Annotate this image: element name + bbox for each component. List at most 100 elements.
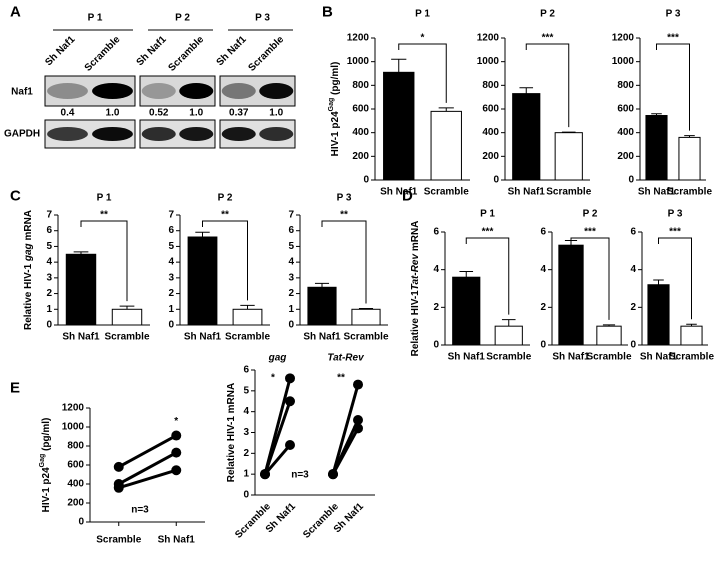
error-bar — [602, 324, 616, 327]
y-tick-label: 3 — [168, 272, 174, 283]
significance-bracket — [658, 237, 692, 320]
y-tick-label: 1200 — [477, 33, 500, 44]
y-tick-label: 1 — [46, 304, 52, 315]
error-bar — [195, 231, 210, 237]
y-tick-label: 7 — [168, 210, 174, 221]
significance: *** — [669, 227, 681, 238]
y-tick-label: 200 — [617, 151, 634, 162]
y-tick-label: 0 — [433, 340, 439, 351]
blot-band — [221, 127, 256, 141]
lane-label: Scramble — [83, 34, 123, 74]
y-tick-label: 0 — [46, 320, 52, 331]
x-tick-label: Sh Naf1 — [448, 352, 486, 363]
series-line — [118, 451, 177, 486]
y-tick-label: 1200 — [612, 33, 635, 44]
bar — [111, 308, 143, 326]
y-tick-label: 4 — [288, 257, 294, 268]
y-tick-label: 1200 — [347, 33, 370, 44]
y-axis-label-part: (pg/ml) — [41, 418, 52, 454]
x-tick-label: Sh Naf1 — [380, 187, 418, 198]
panel-label: B — [322, 4, 333, 21]
bar — [678, 136, 701, 181]
error-bar — [73, 251, 89, 255]
bar — [307, 286, 337, 326]
y-tick-label: 0 — [493, 175, 499, 186]
blot-band — [141, 83, 176, 99]
band-ratio: 0.52 — [149, 108, 169, 119]
y-axis-label: HIV-1 p24Gag (pg/ml) — [39, 418, 52, 513]
x-tick-label: Scramble — [667, 187, 712, 198]
x-tick-label: Scramble — [669, 352, 714, 363]
annotation: n=3 — [291, 470, 309, 481]
y-tick-label: 6 — [540, 227, 546, 238]
y-axis-label-part: Gag — [39, 454, 46, 468]
y-tick-label: 4 — [540, 264, 546, 275]
point — [285, 373, 295, 384]
y-tick-label: 400 — [482, 127, 499, 138]
significance: *** — [584, 227, 596, 238]
y-tick-label: 600 — [482, 104, 499, 115]
point — [328, 469, 338, 480]
significance: ** — [221, 210, 229, 221]
point — [353, 423, 363, 434]
y-tick-label: 600 — [67, 460, 84, 471]
blot-band — [47, 127, 88, 141]
panel-label: E — [10, 380, 20, 397]
bar — [494, 325, 523, 346]
x-tick-label: Sh Naf1 — [638, 187, 676, 198]
y-tick-label: 1 — [168, 304, 174, 315]
y-axis-label-part: mRNA — [410, 221, 421, 254]
y-axis-label: HIV-1 p24Gag (pg/ml) — [328, 62, 341, 157]
point — [171, 447, 182, 458]
y-tick-label: 400 — [352, 127, 369, 138]
significance: *** — [482, 227, 494, 238]
y-tick-label: 800 — [67, 441, 84, 452]
chart-title: P 1 — [97, 193, 112, 204]
y-tick-label: 0 — [78, 517, 84, 528]
y-tick-label: 4 — [168, 257, 174, 268]
x-tick-label: Sh Naf1 — [62, 332, 100, 343]
blot-band — [92, 83, 133, 99]
y-tick-label: 400 — [67, 479, 84, 490]
y-axis-label-part: HIV-1 p24 — [41, 467, 52, 512]
blot-band — [141, 127, 176, 141]
blot-band — [179, 83, 214, 99]
y-tick-label: 5 — [288, 241, 294, 252]
bar — [554, 132, 583, 181]
band-ratio: 1.0 — [269, 108, 283, 119]
error-bar — [519, 87, 534, 94]
y-tick-label: 1000 — [477, 56, 500, 67]
y-tick-label: 0 — [168, 320, 174, 331]
x-tick-label: Scramble — [486, 352, 531, 363]
y-tick-label: 7 — [288, 210, 294, 221]
significance-bracket — [656, 43, 690, 131]
significance-bracket — [321, 220, 367, 304]
y-tick-label: 1000 — [612, 56, 635, 67]
significance-bracket — [570, 237, 610, 320]
y-tick-label: 0 — [540, 340, 546, 351]
significance-bracket — [202, 220, 248, 301]
blot-group-title: P 3 — [255, 13, 270, 24]
significance: ** — [340, 210, 348, 221]
y-tick-label: 4 — [433, 264, 439, 275]
significance-bracket — [398, 43, 447, 103]
error-bar — [438, 107, 454, 112]
lane-label: Scramble — [247, 34, 287, 74]
y-tick-label: 800 — [617, 80, 634, 91]
point — [171, 465, 182, 476]
y-tick-label: 3 — [288, 272, 294, 283]
point — [353, 415, 363, 425]
group-name: Tat-Rev — [327, 353, 365, 364]
y-tick-label: 800 — [352, 80, 369, 91]
y-axis-label-part: (pg/ml) — [330, 62, 341, 98]
x-tick-label: Scramble — [96, 535, 141, 546]
significance-bracket — [465, 237, 510, 315]
chart-title: P 2 — [540, 9, 555, 20]
x-tick-label: Scramble — [233, 501, 273, 541]
significance: *** — [542, 33, 554, 44]
y-tick-label: 6 — [630, 227, 636, 238]
y-tick-label: 2 — [46, 288, 52, 299]
blot-band — [47, 83, 88, 99]
band-ratio: 1.0 — [106, 108, 120, 119]
bar — [645, 115, 668, 181]
